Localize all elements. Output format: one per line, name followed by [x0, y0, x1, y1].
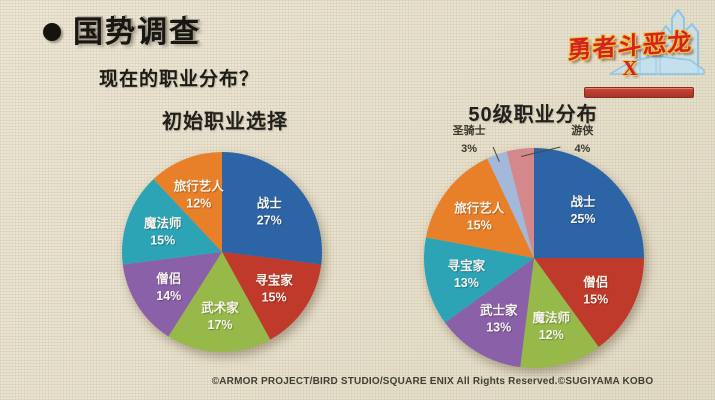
pie-chart-level50-jobs: 战士 25% 僧侣 15% 魔法师 12% 武士家 13% 寻宝家 13% 旅行艺人 15% 圣骑士 3%… [414, 118, 654, 372]
outside-slice-percent: 4% [574, 143, 590, 155]
slice-label: 魔法师 [532, 310, 570, 325]
pie-slice-1-3 [445, 258, 534, 368]
slice-percent: 15% [467, 219, 492, 233]
castle-icon [609, 9, 705, 75]
slice-percent: 25% [570, 212, 595, 226]
pie-slice-0-1 [222, 252, 322, 340]
right-chart-title: 50级职业分布 [468, 104, 598, 126]
slice-percent: 17% [208, 318, 233, 332]
logo-banner [584, 87, 694, 98]
slice-label: 旅行艺人 [173, 178, 225, 193]
pie-slice-1-7 [506, 148, 534, 258]
slice-percent: 15% [262, 290, 287, 304]
label-leader-line [492, 146, 500, 162]
pie-slice-1-4 [424, 237, 534, 323]
dqx-logo: 勇者斗恶龙 X [548, 4, 712, 100]
slice-percent: 13% [454, 276, 479, 290]
slice-label: 僧侣 [156, 271, 181, 286]
page-title: 国势调查 [73, 16, 201, 49]
pie-slice-0-2 [168, 252, 271, 352]
pie-slice-1-5 [425, 158, 534, 258]
pie-chart-initial-jobs: 战士 27% 寻宝家 15% 武术家 17% 僧侣 14% 魔法师 15% 旅行艺人 12% [120, 140, 330, 356]
slice-percent: 12% [539, 328, 564, 342]
slice-label: 旅行艺人 [453, 201, 505, 216]
slice-percent: 15% [150, 234, 175, 248]
pie-slice-1-1 [534, 258, 644, 347]
pie-slice-1-0 [534, 148, 644, 258]
slice-label: 战士 [257, 195, 283, 210]
slice-label: 战士 [570, 194, 596, 209]
slide-subtitle: 现在的职业分布？ [99, 69, 260, 90]
slice-percent: 13% [486, 321, 511, 335]
outside-slice-label: 圣骑士 [452, 123, 486, 137]
slice-label: 寻宝家 [448, 258, 486, 273]
slice-label: 寻宝家 [255, 272, 293, 287]
slice-percent: 14% [156, 289, 181, 303]
outside-slice-label: 游侠 [571, 123, 594, 137]
logo-x-mark: X [622, 56, 638, 80]
slice-percent: 12% [186, 196, 211, 210]
pie-slice-0-3 [122, 252, 222, 337]
left-chart-title: 初始职业选择 [162, 111, 288, 133]
slice-label: 武术家 [201, 300, 239, 315]
slice-percent: 27% [257, 213, 282, 227]
slice-label: 武士家 [480, 303, 518, 318]
copyright-text: ©ARMOR PROJECT/BIRD STUDIO/SQUARE ENIX A… [211, 376, 654, 387]
pie-slice-0-0 [222, 152, 322, 265]
outside-slice-percent: 3% [461, 143, 477, 155]
slice-percent: 15% [583, 292, 608, 306]
slice-label: 僧侣 [583, 274, 608, 289]
title-bullet-icon [43, 23, 61, 41]
pie-slice-0-4 [122, 179, 222, 265]
slice-label: 魔法师 [144, 216, 182, 231]
label-leader-line [521, 146, 561, 157]
pie-slice-0-5 [153, 152, 222, 252]
pie-slice-1-6 [487, 151, 534, 258]
pie-slice-1-2 [520, 258, 599, 368]
